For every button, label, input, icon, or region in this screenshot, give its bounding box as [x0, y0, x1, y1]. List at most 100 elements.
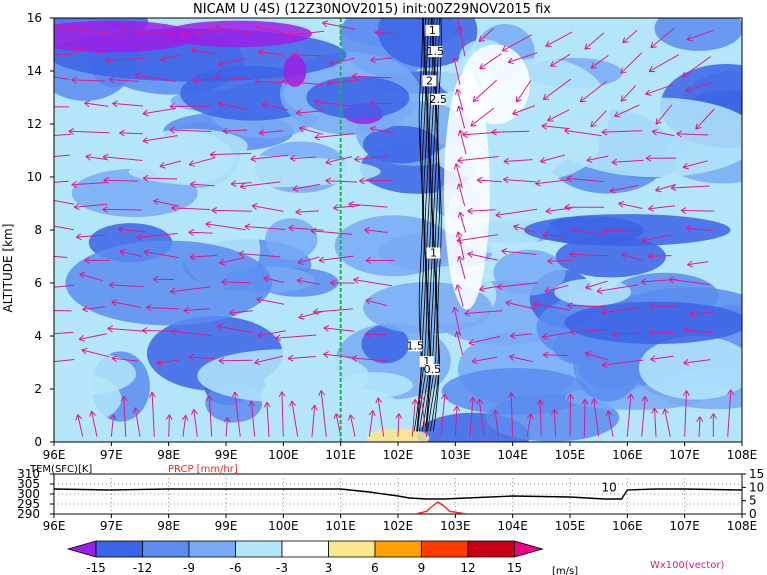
vector-head [211, 209, 217, 214]
vector-head [218, 360, 225, 365]
vector-head [188, 353, 195, 358]
vector-head [320, 390, 325, 396]
contour-label-bg [431, 93, 446, 105]
wind-vector [590, 110, 607, 128]
vector-head [68, 28, 75, 33]
wind-vector [234, 391, 241, 437]
wind-vector [171, 330, 212, 337]
vector-head [350, 414, 355, 420]
vector-head [75, 233, 82, 238]
y-tick-label: 0 [34, 435, 42, 449]
wind-vector [193, 409, 198, 437]
wind-vector [620, 52, 643, 74]
vector-head [42, 136, 47, 139]
vector-head [333, 204, 339, 209]
wind-vector [468, 336, 501, 344]
vector-head [111, 355, 118, 359]
wind-vector [456, 234, 499, 242]
wind-vector [655, 104, 673, 125]
vector-head [611, 158, 617, 163]
vector-head [516, 99, 522, 103]
colorbar-label: 15 [507, 561, 522, 575]
y-axis-label: ALTITUDE [km] [1, 224, 15, 313]
vector-head [544, 291, 551, 294]
wind-vector [180, 29, 216, 37]
wind-vector [252, 205, 284, 212]
wind-vector [607, 410, 614, 437]
vector-head [686, 225, 692, 229]
wind-vector [655, 184, 676, 191]
vector-head [295, 109, 302, 114]
wind-vector [188, 231, 213, 234]
wind-vector [609, 184, 639, 192]
vector-head [364, 229, 370, 234]
vector-head [107, 325, 114, 329]
vector-head [44, 197, 49, 199]
vector-head [651, 128, 658, 132]
vector-head [258, 129, 265, 134]
wind-vector [544, 284, 569, 292]
vector-head [543, 354, 549, 359]
vector-head [712, 413, 717, 419]
vector-head [683, 326, 690, 331]
vector-head [501, 250, 507, 255]
vector-head [456, 240, 463, 244]
wind-vector [119, 132, 143, 135]
wind-vector [459, 212, 467, 233]
contour-label-bg [419, 356, 434, 368]
vector-head [542, 332, 548, 338]
vector-head [312, 308, 319, 313]
vector-head [377, 397, 383, 403]
wind-vector [215, 76, 253, 80]
vector-head [117, 228, 124, 234]
vector-head [579, 96, 583, 103]
vector-head [640, 278, 647, 283]
vector-head [620, 99, 627, 102]
vector-head [136, 237, 143, 241]
vector-head [248, 400, 252, 407]
wind-vector [214, 26, 252, 34]
vector-head [479, 63, 483, 69]
vector-head [348, 414, 351, 421]
wind-vector [567, 305, 607, 308]
vector-head [541, 122, 548, 127]
vector-head [689, 310, 695, 316]
colorbar-label: 9 [418, 561, 426, 575]
vector-head [456, 26, 460, 33]
vector-head [467, 210, 473, 215]
surface-left-tick-label: 305 [17, 477, 40, 491]
vector-head [254, 78, 261, 82]
vector-head [365, 298, 372, 301]
vector-head [141, 330, 148, 335]
vector-head [513, 224, 520, 227]
wind-vector [596, 284, 639, 292]
vector-head [640, 281, 647, 286]
vector-head [553, 408, 558, 415]
x-tick-label: 96E [43, 448, 66, 462]
surface-x-tick-label: 101E [325, 519, 356, 533]
surface-x-tick-label: 102E [383, 519, 414, 533]
vector-head [464, 309, 470, 314]
wind-vector [586, 155, 609, 161]
vector-head [676, 133, 682, 138]
surface-x-tick-label: 99E [215, 519, 238, 533]
vector-head [682, 390, 687, 396]
wind-vector [156, 359, 180, 364]
vector-head [43, 104, 48, 107]
surface-x-tick-label: 100E [268, 519, 299, 533]
wind-vector [467, 209, 496, 212]
vector-head [547, 260, 553, 265]
wind-vector [550, 53, 571, 67]
vector-head [681, 71, 685, 78]
wind-vector [282, 80, 324, 86]
wind-vector [216, 325, 254, 334]
vector-head [181, 414, 187, 421]
vector-head [596, 287, 602, 292]
vector-head [456, 331, 462, 336]
vector-head [323, 353, 329, 359]
wind-vector [664, 408, 671, 437]
field-patch [163, 20, 312, 48]
vector-head [507, 392, 512, 398]
wind-vector [221, 281, 251, 284]
